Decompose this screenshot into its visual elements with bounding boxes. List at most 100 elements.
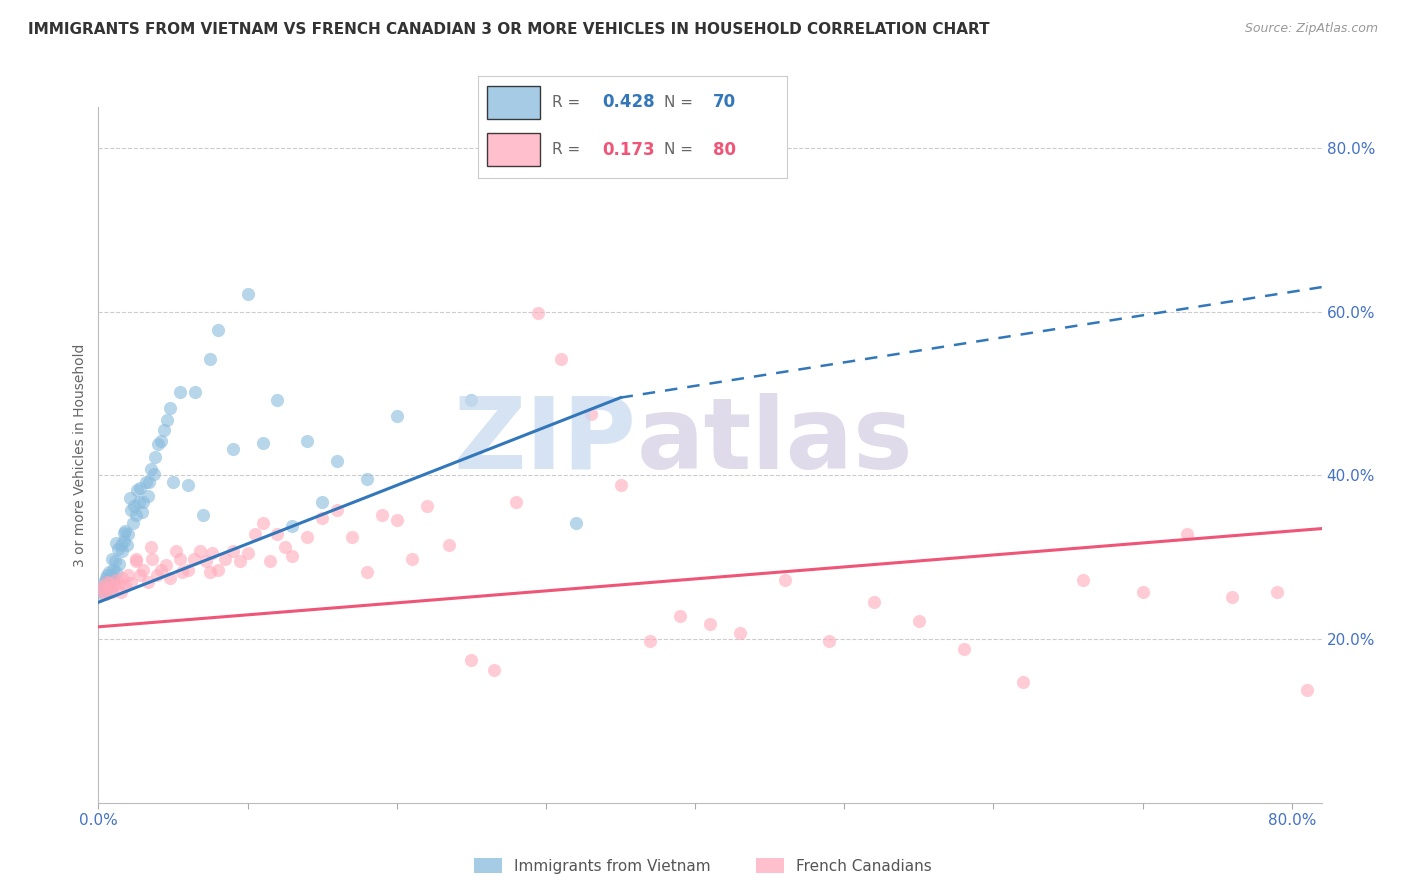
Point <box>460 393 482 408</box>
Point <box>145 568 167 582</box>
Point <box>162 475 184 489</box>
Point <box>281 549 304 563</box>
Point <box>170 565 193 579</box>
Point <box>128 494 150 508</box>
Point <box>1132 584 1154 599</box>
Point <box>101 552 124 566</box>
Text: R =: R = <box>553 142 581 157</box>
Text: R =: R = <box>553 95 581 110</box>
Point <box>415 500 437 514</box>
Point <box>297 434 319 448</box>
Point <box>97 582 120 596</box>
Point <box>142 467 165 481</box>
Point <box>159 401 181 416</box>
Point <box>156 413 179 427</box>
Point <box>385 409 408 424</box>
Point <box>437 538 460 552</box>
Point <box>159 571 181 585</box>
Point <box>150 434 173 448</box>
FancyBboxPatch shape <box>488 87 540 119</box>
Point <box>201 546 224 560</box>
Point <box>112 525 135 540</box>
Point <box>118 491 141 506</box>
Point <box>96 568 118 582</box>
Point <box>356 473 378 487</box>
Point <box>184 384 207 399</box>
Point <box>326 453 349 467</box>
Point <box>169 552 191 566</box>
Text: 0.173: 0.173 <box>602 141 654 159</box>
Point <box>281 519 304 533</box>
Point <box>952 641 974 656</box>
Point <box>90 582 112 597</box>
Point <box>120 502 142 516</box>
Point <box>214 552 236 566</box>
Point <box>183 552 205 566</box>
Point <box>139 462 162 476</box>
Point <box>131 505 153 519</box>
Point <box>114 524 136 538</box>
Point <box>122 500 145 514</box>
Point <box>311 494 333 508</box>
Point <box>129 568 152 582</box>
Point <box>138 475 160 489</box>
Point <box>127 483 149 497</box>
Text: 80: 80 <box>713 141 737 159</box>
Point <box>1220 590 1243 604</box>
Point <box>97 571 120 585</box>
Point <box>107 542 129 557</box>
Point <box>155 558 177 573</box>
Text: atlas: atlas <box>637 392 914 490</box>
Point <box>818 633 841 648</box>
Point <box>165 543 187 558</box>
Point <box>136 574 159 589</box>
Point <box>326 502 349 516</box>
Point <box>121 516 143 530</box>
Point <box>101 568 124 582</box>
Point <box>108 576 131 591</box>
Point <box>129 481 152 495</box>
Point <box>125 508 148 522</box>
Point <box>177 562 200 576</box>
Text: 0.428: 0.428 <box>602 94 654 112</box>
Point <box>115 538 138 552</box>
Point <box>177 478 200 492</box>
Point <box>150 562 173 576</box>
Point <box>482 663 505 677</box>
Point <box>101 584 124 599</box>
Point <box>274 541 297 555</box>
Point <box>266 393 288 408</box>
Point <box>103 573 125 587</box>
Y-axis label: 3 or more Vehicles in Household: 3 or more Vehicles in Household <box>73 343 87 566</box>
Point <box>125 554 148 568</box>
Point <box>259 554 281 568</box>
Text: ZIP: ZIP <box>454 392 637 490</box>
Text: IMMIGRANTS FROM VIETNAM VS FRENCH CANADIAN 3 OR MORE VEHICLES IN HOUSEHOLD CORRE: IMMIGRANTS FROM VIETNAM VS FRENCH CANADI… <box>28 22 990 37</box>
Text: 70: 70 <box>713 94 737 112</box>
Point <box>139 541 162 555</box>
Point <box>103 562 125 576</box>
Point <box>94 582 117 597</box>
Point <box>93 574 115 589</box>
Point <box>252 435 274 450</box>
Point <box>93 579 115 593</box>
Point <box>96 574 118 589</box>
Point <box>169 384 191 399</box>
Point <box>266 527 288 541</box>
Point <box>132 562 155 576</box>
Point <box>111 543 134 558</box>
Text: N =: N = <box>664 95 693 110</box>
Point <box>207 562 229 576</box>
Point <box>297 530 319 544</box>
Point <box>91 587 114 601</box>
Point <box>1071 573 1094 587</box>
Point <box>96 579 118 593</box>
Point <box>120 576 142 591</box>
Point <box>188 543 211 558</box>
Point <box>609 478 631 492</box>
Point <box>97 565 120 579</box>
Point <box>125 552 148 566</box>
Point <box>527 306 550 320</box>
Point <box>191 508 214 522</box>
Point <box>371 508 394 522</box>
